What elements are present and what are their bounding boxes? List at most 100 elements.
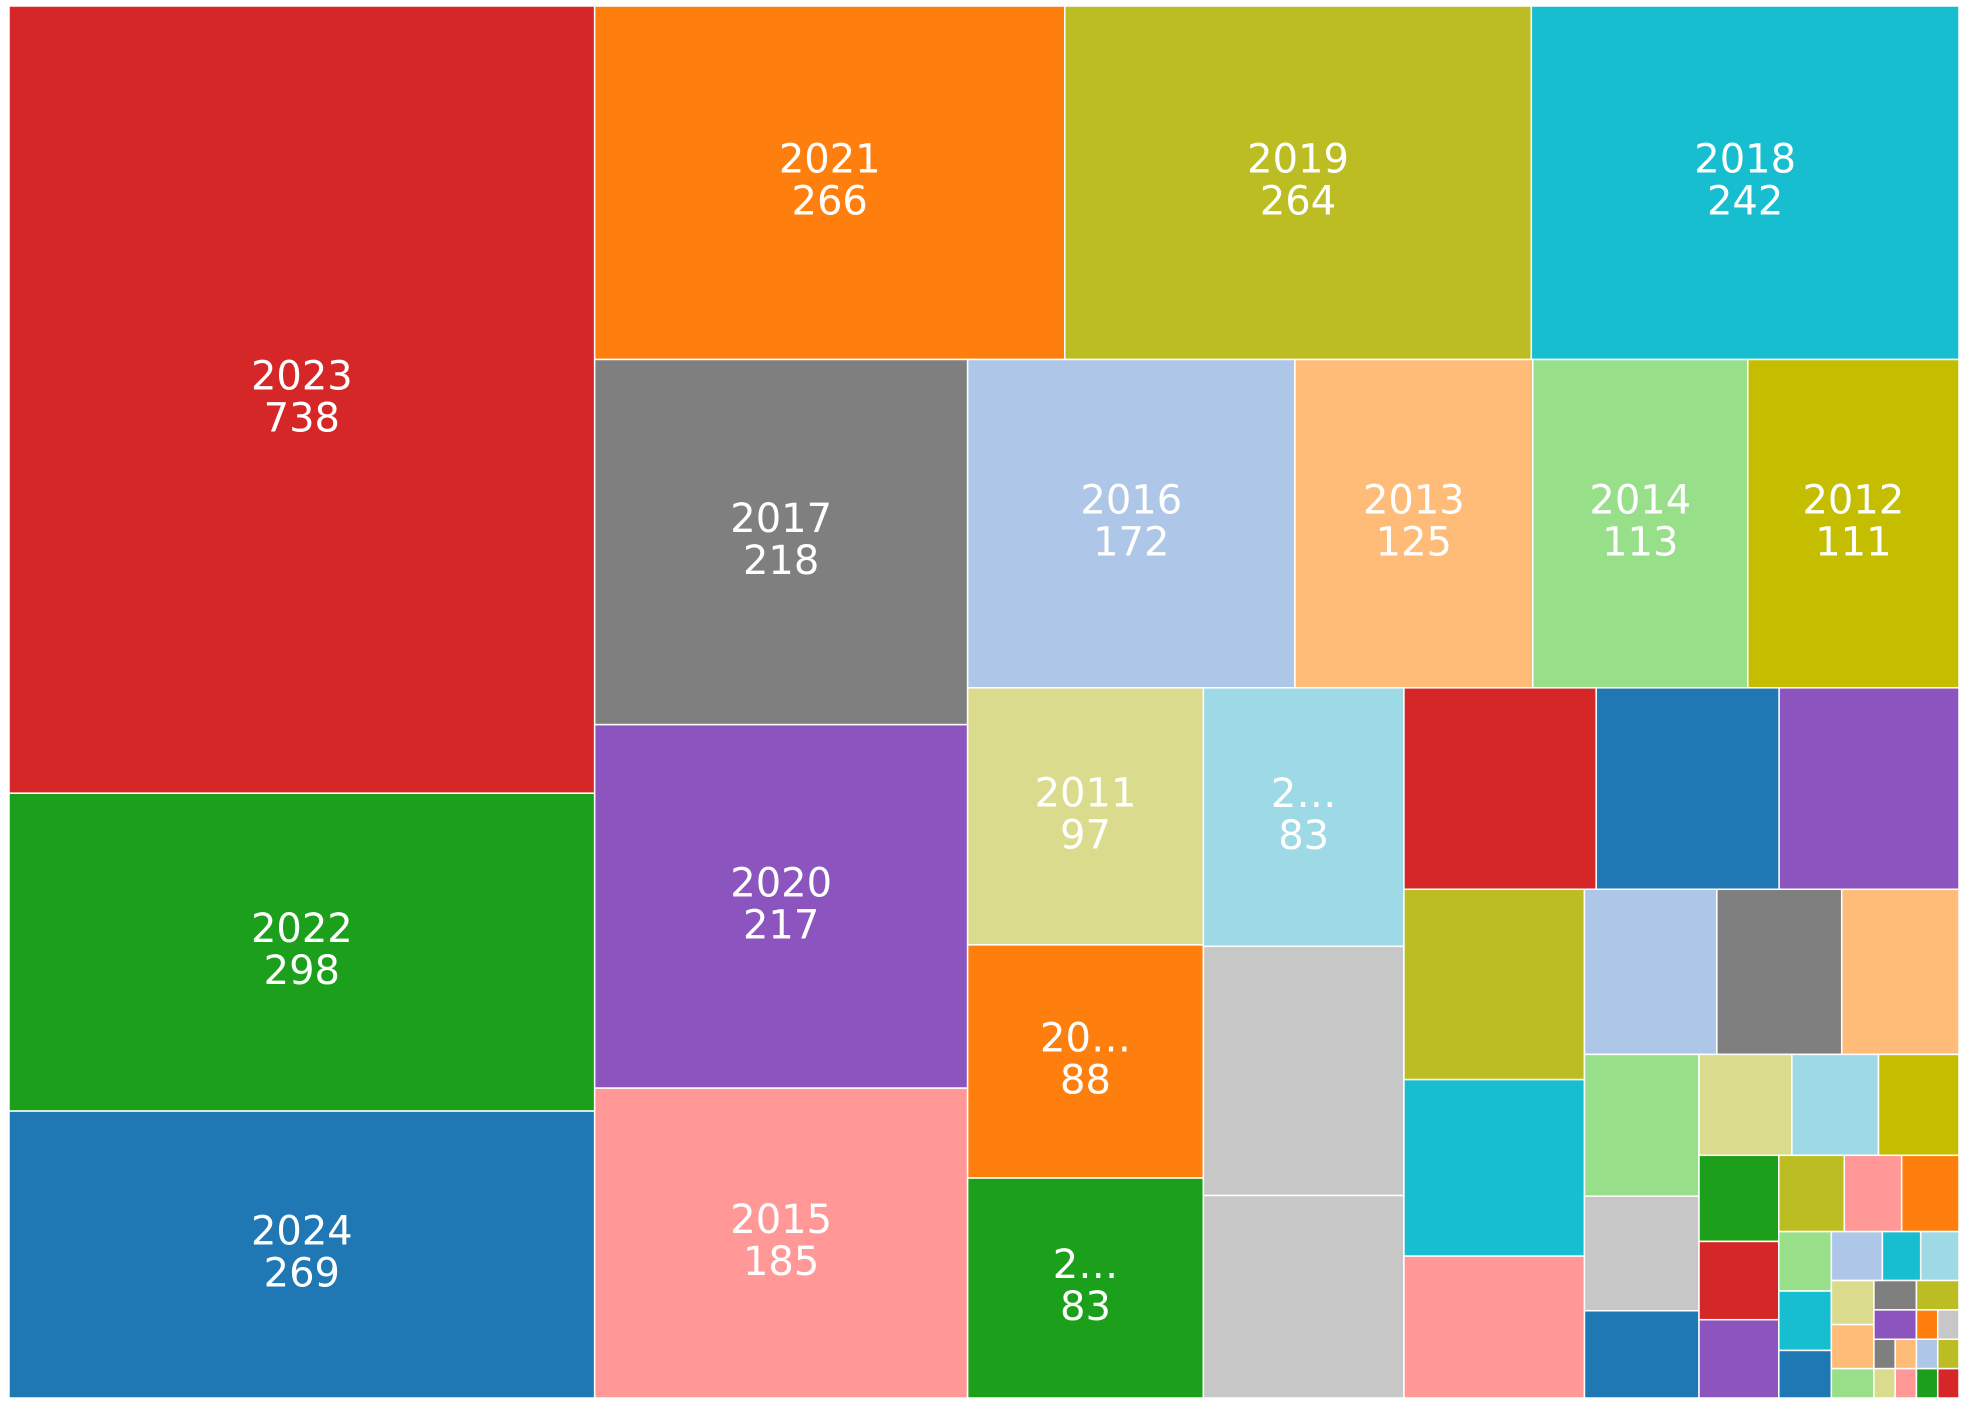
tile-group bbox=[1843, 1154, 1903, 1233]
tile-label: 2024 bbox=[251, 1209, 353, 1255]
tile-group bbox=[1403, 687, 1597, 891]
tile bbox=[1936, 1309, 1960, 1341]
tile-group bbox=[1873, 1309, 1918, 1341]
tile-group bbox=[1778, 1290, 1833, 1352]
tile-group bbox=[1698, 1240, 1780, 1321]
tile bbox=[1403, 1078, 1586, 1257]
tile-value: 269 bbox=[264, 1251, 340, 1297]
tile bbox=[1873, 1279, 1918, 1311]
tile-label: 20… bbox=[1040, 1015, 1131, 1061]
tile bbox=[1873, 1309, 1918, 1341]
tile-group bbox=[1595, 687, 1780, 891]
tile bbox=[1915, 1367, 1939, 1399]
tile-group bbox=[1840, 888, 1960, 1056]
tile bbox=[1583, 1195, 1700, 1312]
tile bbox=[1873, 1367, 1896, 1399]
tile-group bbox=[1202, 945, 1405, 1197]
tile bbox=[1698, 1053, 1793, 1157]
tile-group bbox=[1873, 1367, 1896, 1399]
tile-group bbox=[1778, 1154, 1846, 1233]
tile-group bbox=[1915, 1338, 1939, 1370]
tile bbox=[8, 5, 596, 794]
tile-group bbox=[1778, 1349, 1833, 1399]
tile bbox=[1830, 1367, 1875, 1399]
tile bbox=[1919, 1230, 1960, 1282]
tile-label: 2020 bbox=[730, 860, 832, 906]
tile bbox=[1778, 687, 1960, 891]
tile-value: 83 bbox=[1278, 813, 1329, 859]
tile bbox=[1778, 1230, 1833, 1292]
tile-group bbox=[1403, 1255, 1586, 1399]
tile-label: 2022 bbox=[251, 906, 353, 952]
tile bbox=[593, 358, 969, 726]
tile bbox=[1403, 888, 1586, 1081]
tile-group bbox=[1403, 888, 1586, 1081]
tile bbox=[1900, 1154, 1960, 1233]
tile bbox=[1403, 687, 1597, 891]
tile bbox=[1698, 1154, 1780, 1243]
tile-value: 218 bbox=[743, 538, 819, 584]
tile-group bbox=[1698, 1154, 1780, 1243]
tile-group: 20…88 bbox=[966, 944, 1205, 1179]
tile-value: 113 bbox=[1602, 520, 1678, 566]
tile-group bbox=[1583, 888, 1718, 1056]
tile-group bbox=[1791, 1053, 1880, 1157]
tile bbox=[1698, 1318, 1780, 1399]
tile-group bbox=[1877, 1053, 1960, 1157]
tile-label: 2015 bbox=[730, 1197, 832, 1243]
tile bbox=[1915, 1338, 1939, 1370]
tile-group bbox=[1936, 1338, 1960, 1370]
tile-value: 88 bbox=[1060, 1057, 1111, 1103]
tile-group bbox=[1873, 1279, 1918, 1311]
tile bbox=[966, 687, 1205, 946]
tile-group bbox=[1403, 1078, 1586, 1257]
tile-value: 266 bbox=[792, 179, 868, 225]
tile-value: 83 bbox=[1060, 1284, 1111, 1330]
tile bbox=[1698, 1240, 1780, 1321]
tile-value: 217 bbox=[743, 902, 819, 948]
tile-group bbox=[1698, 1053, 1793, 1157]
tile-label: 2016 bbox=[1080, 478, 1182, 524]
tile bbox=[1532, 358, 1749, 689]
tile-label: 2011 bbox=[1035, 770, 1137, 816]
tile-value: 185 bbox=[743, 1239, 819, 1285]
tile bbox=[1202, 945, 1405, 1197]
tile bbox=[1894, 1338, 1918, 1370]
tile bbox=[1583, 1053, 1700, 1197]
tile bbox=[1894, 1367, 1918, 1399]
tile bbox=[1778, 1154, 1846, 1233]
tile bbox=[966, 358, 1296, 689]
tile-group bbox=[1915, 1279, 1960, 1311]
tile-group bbox=[1915, 1309, 1939, 1341]
tile bbox=[1202, 687, 1405, 948]
tile-label: 2013 bbox=[1363, 478, 1465, 524]
tile bbox=[1873, 1338, 1896, 1370]
tile-group bbox=[1778, 1230, 1833, 1292]
tile-value: 738 bbox=[264, 396, 340, 442]
tile-value: 125 bbox=[1376, 520, 1452, 566]
tile-label: 2014 bbox=[1589, 478, 1691, 524]
tile-group bbox=[1830, 1367, 1875, 1399]
tile-label: 2017 bbox=[730, 496, 832, 542]
tile bbox=[1877, 1053, 1960, 1157]
tile-group bbox=[1830, 1230, 1884, 1282]
tile bbox=[1716, 888, 1843, 1056]
tile-group bbox=[1936, 1367, 1960, 1399]
tile-group bbox=[1881, 1230, 1922, 1282]
tile bbox=[1583, 1309, 1700, 1399]
tile bbox=[1843, 1154, 1903, 1233]
tile-value: 97 bbox=[1060, 812, 1111, 858]
tile bbox=[1747, 358, 1960, 689]
